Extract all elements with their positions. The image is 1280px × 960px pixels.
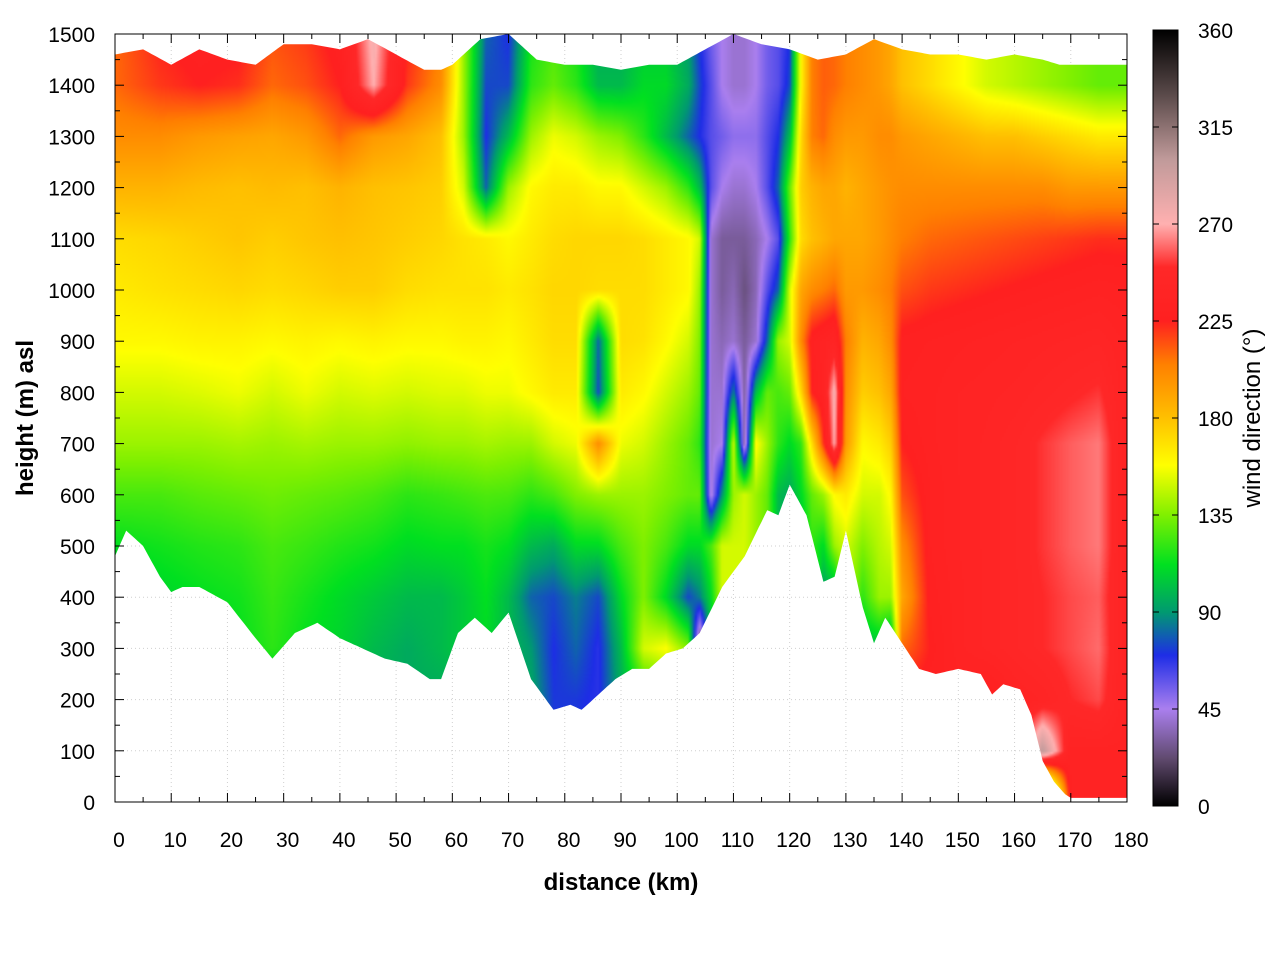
y-tick-label: 100 (60, 741, 95, 764)
y-axis-label: height (m) asl (12, 340, 39, 496)
x-axis-ticks: 0 10 20 30 40 50 60 70 80 90 100 110 120 130 140 150 160… (113, 34, 1149, 852)
x-tick-label: 30 (276, 829, 299, 852)
colorbar-tick-label: 360 (1198, 20, 1233, 43)
colorbar-tick-label: 270 (1198, 214, 1233, 237)
y-tick-label: 1100 (50, 229, 95, 252)
y-tick-label: 900 (60, 331, 95, 354)
y-tick-label: 700 (60, 434, 95, 457)
y-tick-label: 200 (60, 690, 95, 713)
y-tick-label: 600 (60, 485, 95, 508)
y-tick-label: 1500 (48, 24, 95, 47)
y-tick-label: 1400 (48, 75, 95, 98)
x-tick-label: 120 (776, 829, 811, 852)
x-axis-label: distance (km) (544, 869, 699, 896)
x-tick-label: 50 (388, 829, 411, 852)
x-tick-label: 110 (721, 829, 754, 852)
x-tick-label: 0 (113, 829, 125, 852)
colorbar-label: wind direction (°) (1239, 329, 1266, 509)
x-tick-label: 20 (220, 829, 243, 852)
x-tick-label: 180 (1113, 829, 1148, 852)
y-tick-label: 1300 (48, 126, 95, 149)
colorbar-tick-label: 315 (1198, 117, 1233, 140)
y-tick-label: 500 (60, 536, 95, 559)
x-tick-label: 150 (945, 829, 980, 852)
colorbar: 0 45 90 135 180 225 270 315 360 (1152, 20, 1233, 819)
colorbar-tick-label: 135 (1198, 505, 1233, 528)
x-tick-label: 90 (613, 829, 636, 852)
colorbar-tick-label: 180 (1198, 408, 1233, 431)
x-tick-label: 170 (1057, 829, 1092, 852)
x-tick-label: 40 (332, 829, 355, 852)
y-axis-ticks: 0 100 200 300 400 500 600 700 800 900 1000 1100 1200… (48, 24, 1127, 815)
y-tick-label: 400 (60, 587, 95, 610)
x-tick-label: 70 (501, 829, 524, 852)
colorbar-tick-label: 225 (1198, 311, 1233, 334)
y-tick-label: 1200 (48, 178, 95, 201)
x-tick-label: 160 (1001, 829, 1036, 852)
x-tick-label: 80 (557, 829, 580, 852)
x-tick-label: 60 (445, 829, 468, 852)
y-tick-label: 0 (83, 792, 95, 815)
colorbar-tick-label: 0 (1198, 796, 1210, 819)
colorbar-tick-label: 45 (1198, 699, 1221, 722)
x-tick-label: 100 (664, 829, 699, 852)
y-tick-label: 800 (60, 382, 95, 405)
x-tick-label: 140 (889, 829, 924, 852)
x-tick-label: 130 (832, 829, 867, 852)
colorbar-tick-label: 90 (1198, 602, 1221, 625)
x-tick-label: 10 (164, 829, 187, 852)
y-tick-label: 300 (60, 638, 95, 661)
y-tick-label: 1000 (48, 280, 95, 303)
